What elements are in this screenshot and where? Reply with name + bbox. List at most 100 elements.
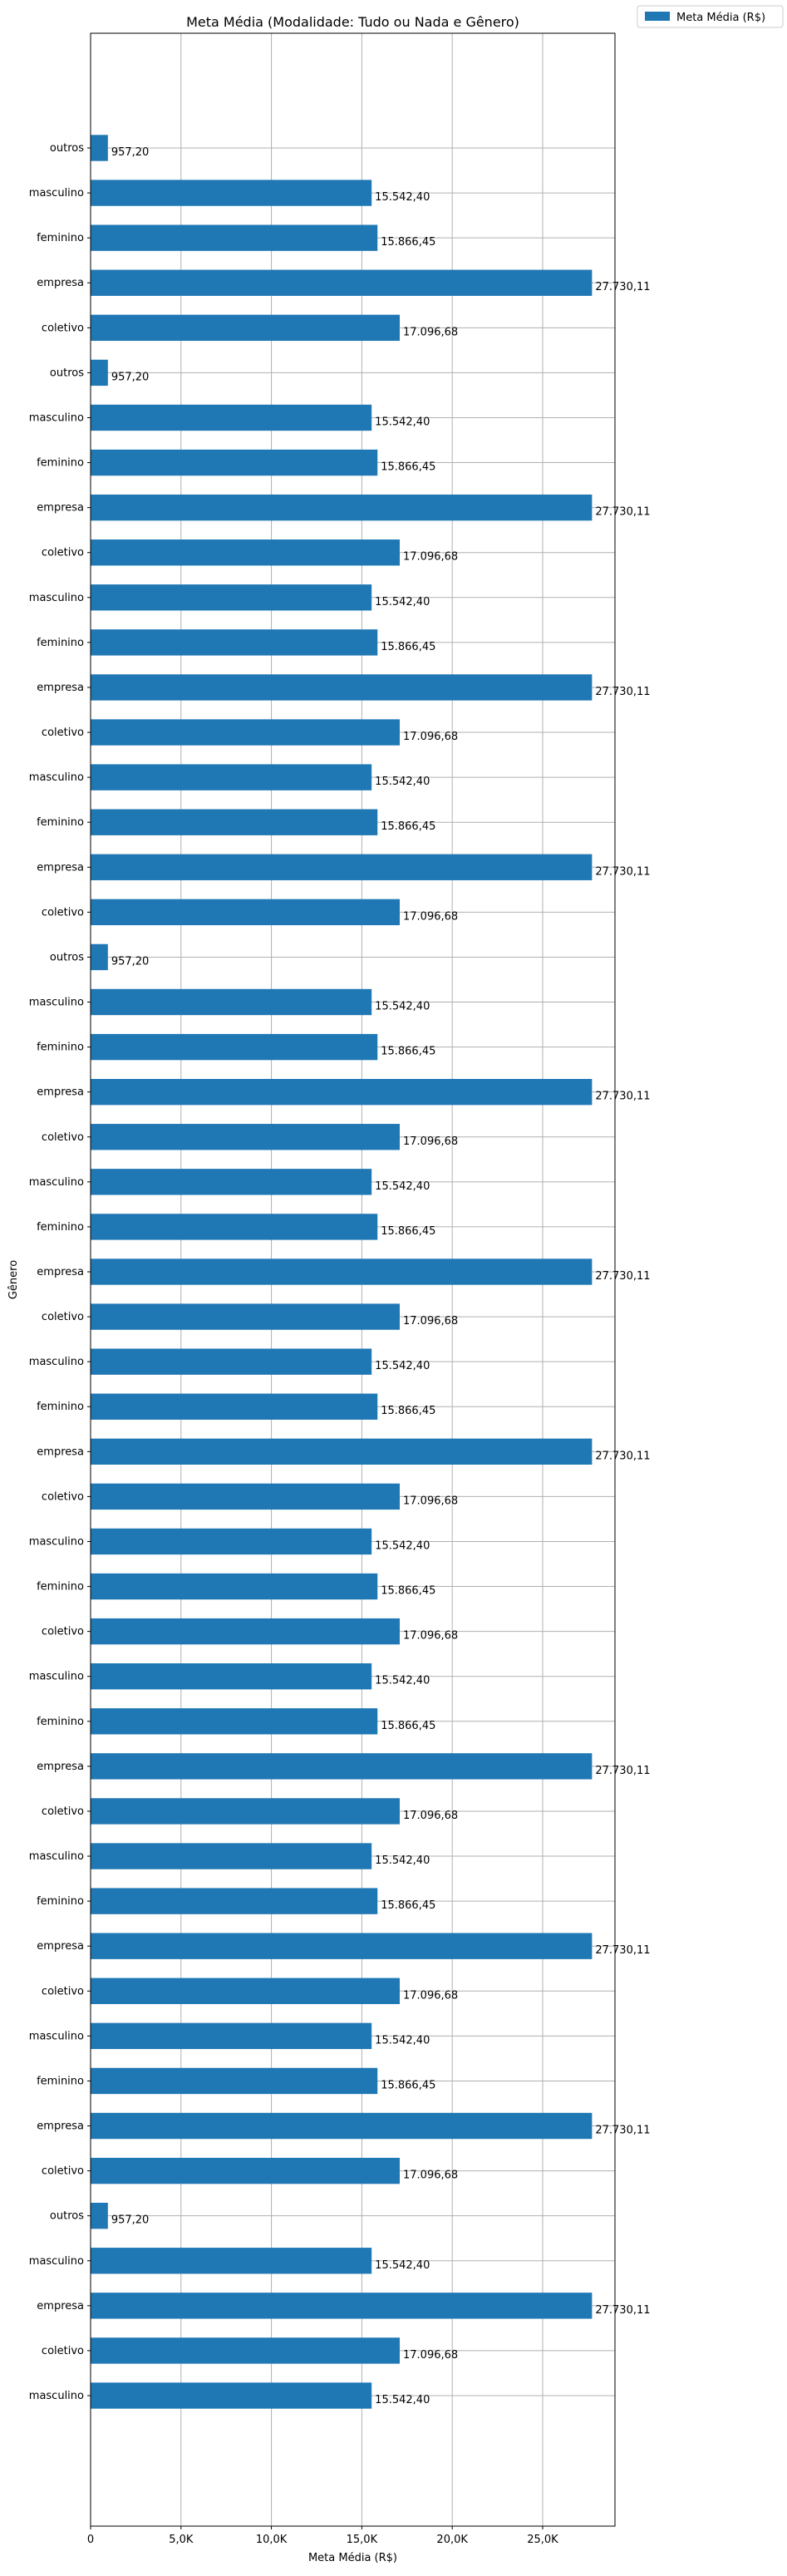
bar-value-label: 17.096,68 bbox=[403, 1989, 458, 2002]
bar-masculino bbox=[91, 1528, 372, 1555]
y-tick-label: outros bbox=[50, 367, 84, 379]
y-tick-label: masculino bbox=[29, 592, 84, 604]
bar-value-label: 17.096,68 bbox=[403, 551, 458, 564]
y-tick-label: coletivo bbox=[42, 1985, 84, 1997]
bar-value-label: 957,20 bbox=[111, 955, 150, 968]
bar-outros bbox=[91, 943, 108, 971]
y-tick-label: masculino bbox=[29, 411, 84, 424]
y-tick-label: empresa bbox=[37, 1086, 84, 1099]
bar-feminino bbox=[91, 1708, 378, 1735]
y-tick-label: coletivo bbox=[42, 906, 84, 919]
bar-empresa bbox=[91, 1438, 593, 1465]
bar-masculino bbox=[91, 2248, 372, 2274]
bar-masculino bbox=[91, 2022, 372, 2050]
y-tick-label: coletivo bbox=[42, 2345, 84, 2357]
bar-coletivo bbox=[91, 314, 401, 342]
bar-value-label: 17.096,68 bbox=[403, 731, 458, 743]
y-tick-label: coletivo bbox=[42, 322, 84, 334]
bar-value-label: 27.730,11 bbox=[595, 1270, 650, 1283]
legend-label: Meta Média (R$) bbox=[676, 12, 765, 24]
bar-outros bbox=[91, 359, 108, 387]
y-tick-label: empresa bbox=[37, 2120, 84, 2133]
bar-empresa bbox=[91, 1933, 593, 1959]
bar-value-label: 17.096,68 bbox=[403, 2170, 458, 2182]
bar-value-label: 15.542,40 bbox=[375, 596, 430, 608]
y-tick-label: outros bbox=[50, 2210, 84, 2223]
bar-value-label: 15.542,40 bbox=[375, 2394, 430, 2406]
bar-masculino bbox=[91, 764, 372, 791]
bar-value-label: 17.096,68 bbox=[403, 910, 458, 923]
bar-coletivo bbox=[91, 539, 401, 566]
x-tick-label: 5,0K bbox=[169, 2534, 194, 2546]
y-tick-label: feminino bbox=[37, 2075, 84, 2087]
bar-feminino bbox=[91, 1393, 378, 1420]
bar-value-label: 27.730,11 bbox=[595, 1944, 650, 1957]
y-tick-label: masculino bbox=[29, 2390, 84, 2402]
bar-value-label: 17.096,68 bbox=[403, 1315, 458, 1327]
bar-value-label: 17.096,68 bbox=[403, 2349, 458, 2362]
bar-value-label: 15.866,45 bbox=[381, 1405, 435, 1417]
y-tick-label: outros bbox=[50, 142, 84, 155]
bar-masculino bbox=[91, 1663, 372, 1690]
bar-value-label: 15.542,40 bbox=[375, 1675, 430, 1687]
bar-value-label: 15.542,40 bbox=[375, 776, 430, 788]
bar-feminino bbox=[91, 449, 378, 476]
y-tick-label: empresa bbox=[37, 1761, 84, 1773]
y-tick-label: coletivo bbox=[42, 1311, 84, 1323]
bar-coletivo bbox=[91, 1978, 401, 2004]
chart-title: Meta Média (Modalidade: Tudo ou Nada e G… bbox=[186, 14, 519, 30]
y-tick-label: empresa bbox=[37, 1940, 84, 1953]
y-tick-label: feminino bbox=[37, 1581, 84, 1593]
y-tick-label: masculino bbox=[29, 2030, 84, 2042]
bar-value-label: 15.542,40 bbox=[375, 1360, 430, 1372]
y-tick-label: coletivo bbox=[42, 1490, 84, 1503]
y-tick-label: feminino bbox=[37, 1221, 84, 1234]
bar-coletivo bbox=[91, 2337, 401, 2364]
bar-value-label: 15.542,40 bbox=[375, 2034, 430, 2047]
bar-value-label: 17.096,68 bbox=[403, 1630, 458, 1643]
bar-feminino bbox=[91, 1214, 378, 1240]
bar-feminino bbox=[91, 1573, 378, 1600]
y-tick-label: coletivo bbox=[42, 1131, 84, 1144]
bar-coletivo bbox=[91, 1483, 401, 1510]
bar-value-label: 27.730,11 bbox=[595, 1450, 650, 1462]
bar-value-label: 15.542,40 bbox=[375, 2259, 430, 2272]
bar-value-label: 15.542,40 bbox=[375, 1180, 430, 1193]
y-tick-label: coletivo bbox=[42, 547, 84, 559]
y-tick-label: masculino bbox=[29, 1176, 84, 1189]
legend: Meta Média (R$) bbox=[637, 5, 784, 28]
x-tick-label: 15,0K bbox=[347, 2534, 378, 2546]
y-tick-label: masculino bbox=[29, 187, 84, 199]
bar-empresa bbox=[91, 674, 593, 701]
bar-value-label: 15.866,45 bbox=[381, 2079, 435, 2091]
bar-value-label: 15.542,40 bbox=[375, 1539, 430, 1552]
bar-coletivo bbox=[91, 1124, 401, 1150]
legend-box bbox=[637, 5, 784, 28]
bar-value-label: 15.866,45 bbox=[381, 1046, 435, 1058]
bar-empresa bbox=[91, 854, 593, 880]
bar-empresa bbox=[91, 1753, 593, 1780]
bar-coletivo bbox=[91, 1618, 401, 1645]
bar-value-label: 15.866,45 bbox=[381, 1225, 435, 1238]
y-tick-label: coletivo bbox=[42, 1626, 84, 1638]
bar-value-label: 15.866,45 bbox=[381, 1585, 435, 1598]
bar-value-label: 27.730,11 bbox=[595, 506, 650, 519]
bar-feminino bbox=[91, 809, 378, 835]
bar-masculino bbox=[91, 1843, 372, 1869]
y-tick-label: masculino bbox=[29, 997, 84, 1009]
bar-value-label: 15.866,45 bbox=[381, 1720, 435, 1732]
bar-value-label: 17.096,68 bbox=[403, 1810, 458, 1822]
y-tick-label: empresa bbox=[37, 277, 84, 289]
bar-masculino bbox=[91, 584, 372, 611]
bar-value-label: 15.542,40 bbox=[375, 416, 430, 428]
bar-value-label: 27.730,11 bbox=[595, 865, 650, 878]
bar-value-label: 27.730,11 bbox=[595, 2304, 650, 2317]
bar-masculino bbox=[91, 988, 372, 1016]
bar-value-label: 15.542,40 bbox=[375, 1001, 430, 1013]
bar-coletivo bbox=[91, 2157, 401, 2184]
bar-coletivo bbox=[91, 1303, 401, 1330]
bar-value-label: 17.096,68 bbox=[403, 326, 458, 338]
bar-empresa bbox=[91, 2112, 593, 2140]
bar-feminino bbox=[91, 224, 378, 251]
